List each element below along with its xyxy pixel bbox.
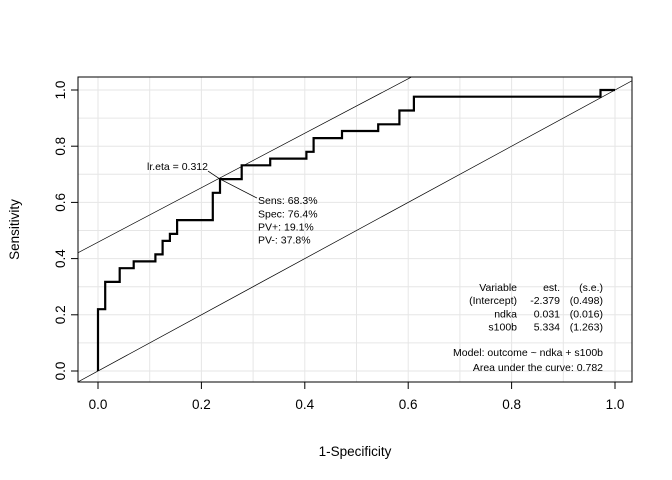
y-tick-label: 0.0 — [53, 362, 68, 381]
x-tick-label: 0.0 — [89, 397, 108, 412]
table-header-cell: est. — [543, 282, 560, 294]
y-axis-label: Sensitivity — [7, 199, 22, 260]
stat-label: Spec: 76.4% — [258, 208, 318, 220]
coefficient-table: Variable est. (s.e.) (Intercept) -2.379 (0.49… — [469, 282, 603, 334]
table-cell: (0.016) — [570, 308, 603, 320]
roc-curve — [96, 88, 615, 371]
x-tick-label: 0.2 — [192, 397, 211, 412]
table-cell: 5.334 — [534, 322, 560, 334]
y-tick-label: 0.4 — [53, 249, 68, 268]
table-cell: s100b — [488, 322, 517, 334]
roc-curve-layer — [96, 88, 615, 371]
table-cell: ndka — [494, 308, 517, 320]
stat-label: PV+: 19.1% — [258, 221, 314, 233]
x-tick-label: 0.4 — [295, 397, 314, 412]
stat-label: Sens: 68.3% — [258, 195, 318, 207]
stat-label: PV-: 37.8% — [258, 235, 311, 247]
plot-frame — [77, 76, 633, 383]
reference-lines — [78, 77, 632, 382]
x-axis-label: 1-Specificity — [319, 444, 392, 459]
y-axis: 0.0 0.2 0.4 0.6 0.8 1.0 — [53, 81, 79, 381]
table-cell: -2.379 — [530, 295, 560, 307]
table-cell: (Intercept) — [469, 295, 517, 307]
auc-text: Area under the curve: 0.782 — [473, 362, 603, 374]
x-tick-label: 0.8 — [502, 397, 521, 412]
table-cell: (1.263) — [570, 322, 603, 334]
diagonal-line — [78, 80, 632, 382]
x-axis: 0.0 0.2 0.4 0.6 0.8 1.0 — [89, 381, 625, 412]
grid — [78, 77, 632, 382]
cutoff-label: lr.eta = 0.312 — [147, 161, 208, 173]
model-formula: Model: outcome ~ ndka + s100b — [453, 347, 603, 359]
x-tick-label: 0.6 — [399, 397, 418, 412]
tangent-line — [78, 77, 413, 254]
stats-leader-line — [219, 178, 258, 199]
table-header-cell: (s.e.) — [579, 282, 603, 294]
y-tick-label: 0.2 — [53, 305, 68, 324]
table-cell: 0.031 — [534, 308, 560, 320]
label-leader-line — [207, 170, 221, 180]
y-tick-label: 0.8 — [53, 137, 68, 156]
y-tick-label: 1.0 — [53, 81, 68, 100]
table-header-cell: Variable — [479, 282, 517, 294]
y-tick-label: 0.6 — [53, 193, 68, 212]
optimal-point-annotation: lr.eta = 0.312 Sens: 68.3%Spec: 76.4%PV+:… — [147, 161, 318, 247]
x-tick-label: 1.0 — [606, 397, 625, 412]
table-cell: (0.498) — [570, 295, 603, 307]
